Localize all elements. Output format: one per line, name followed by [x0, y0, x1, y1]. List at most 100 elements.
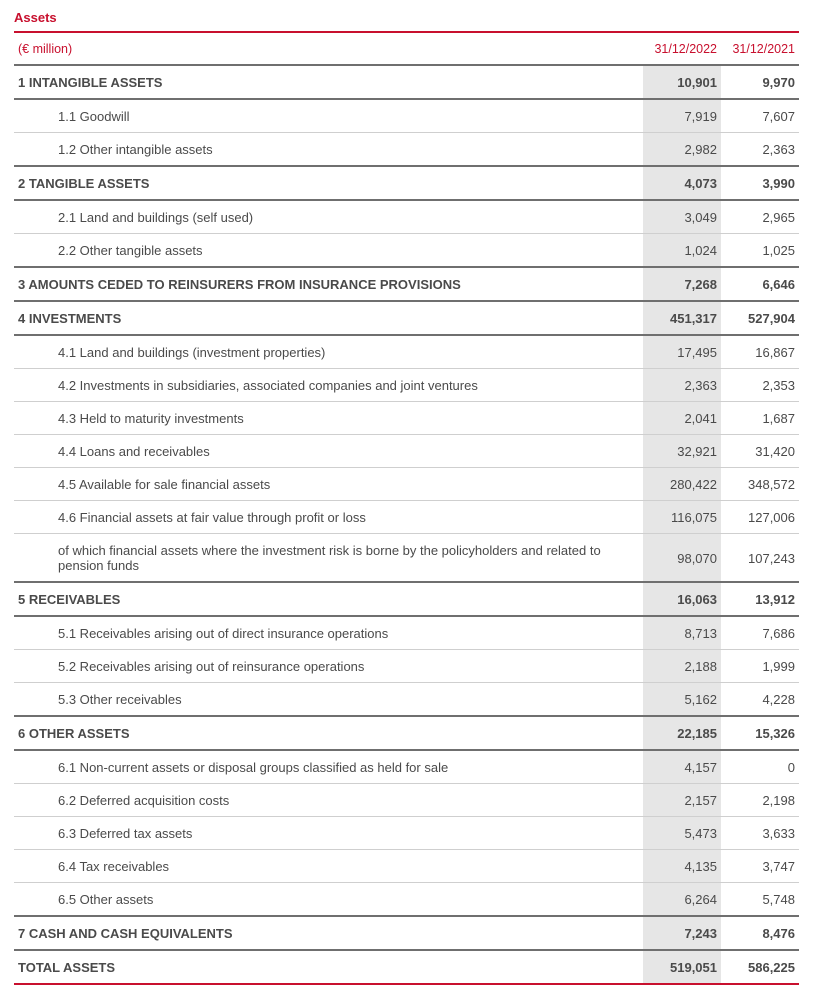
row-value-2022: 22,185: [643, 716, 721, 750]
column-header-col2: 31/12/2021: [721, 32, 799, 65]
row-value-2021: 9,970: [721, 65, 799, 99]
row-label: 4.4 Loans and receivables: [14, 435, 643, 468]
row-value-2022: 2,157: [643, 784, 721, 817]
row-label: 6.1 Non-current assets or disposal group…: [14, 750, 643, 784]
table-row: 5.3 Other receivables5,1624,228: [14, 683, 799, 717]
row-value-2021: 2,353: [721, 369, 799, 402]
row-label: 6.5 Other assets: [14, 883, 643, 917]
row-label: 4.6 Financial assets at fair value throu…: [14, 501, 643, 534]
table-row-section: 1 INTANGIBLE ASSETS10,9019,970: [14, 65, 799, 99]
table-row: 5.2 Receivables arising out of reinsuran…: [14, 650, 799, 683]
table-row: 6.2 Deferred acquisition costs2,1572,198: [14, 784, 799, 817]
table-row: 4.5 Available for sale financial assets2…: [14, 468, 799, 501]
table-row: 4.6 Financial assets at fair value throu…: [14, 501, 799, 534]
row-label: TOTAL ASSETS: [14, 950, 643, 984]
table-row-section: 6 OTHER ASSETS22,18515,326: [14, 716, 799, 750]
table-row: 6.4 Tax receivables4,1353,747: [14, 850, 799, 883]
row-value-2022: 3,049: [643, 200, 721, 234]
row-value-2021: 1,025: [721, 234, 799, 268]
table-row-section: 4 INVESTMENTS451,317527,904: [14, 301, 799, 335]
row-value-2021: 2,198: [721, 784, 799, 817]
row-value-2022: 4,073: [643, 166, 721, 200]
table-row: of which financial assets where the inve…: [14, 534, 799, 583]
row-label: 1 INTANGIBLE ASSETS: [14, 65, 643, 99]
row-value-2022: 1,024: [643, 234, 721, 268]
row-value-2022: 519,051: [643, 950, 721, 984]
row-value-2021: 4,228: [721, 683, 799, 717]
row-value-2021: 15,326: [721, 716, 799, 750]
row-label: 5.2 Receivables arising out of reinsuran…: [14, 650, 643, 683]
row-value-2022: 2,982: [643, 133, 721, 167]
row-label: 2.1 Land and buildings (self used): [14, 200, 643, 234]
row-value-2021: 7,686: [721, 616, 799, 650]
row-label: 4 INVESTMENTS: [14, 301, 643, 335]
row-label: 2.2 Other tangible assets: [14, 234, 643, 268]
row-value-2022: 5,162: [643, 683, 721, 717]
row-label: 6.2 Deferred acquisition costs: [14, 784, 643, 817]
row-label: 4.1 Land and buildings (investment prope…: [14, 335, 643, 369]
row-label: 4.3 Held to maturity investments: [14, 402, 643, 435]
assets-table: (€ million)31/12/202231/12/20211 INTANGI…: [14, 31, 799, 985]
row-value-2022: 2,363: [643, 369, 721, 402]
row-label: 5 RECEIVABLES: [14, 582, 643, 616]
table-row: 6.3 Deferred tax assets5,4733,633: [14, 817, 799, 850]
row-value-2021: 348,572: [721, 468, 799, 501]
row-value-2022: 16,063: [643, 582, 721, 616]
row-value-2021: 6,646: [721, 267, 799, 301]
row-label: 1.1 Goodwill: [14, 99, 643, 133]
table-row: 2.1 Land and buildings (self used)3,0492…: [14, 200, 799, 234]
column-header-col1: 31/12/2022: [643, 32, 721, 65]
table-row: 6.5 Other assets6,2645,748: [14, 883, 799, 917]
table-row-section: 2 TANGIBLE ASSETS4,0733,990: [14, 166, 799, 200]
row-label: 4.5 Available for sale financial assets: [14, 468, 643, 501]
row-value-2021: 3,747: [721, 850, 799, 883]
row-value-2022: 32,921: [643, 435, 721, 468]
row-value-2022: 451,317: [643, 301, 721, 335]
table-row: 6.1 Non-current assets or disposal group…: [14, 750, 799, 784]
row-label: 4.2 Investments in subsidiaries, associa…: [14, 369, 643, 402]
row-value-2022: 8,713: [643, 616, 721, 650]
table-row: 1.1 Goodwill7,9197,607: [14, 99, 799, 133]
row-value-2021: 2,965: [721, 200, 799, 234]
row-label: of which financial assets where the inve…: [14, 534, 643, 583]
row-value-2022: 116,075: [643, 501, 721, 534]
row-value-2021: 107,243: [721, 534, 799, 583]
table-row: 4.1 Land and buildings (investment prope…: [14, 335, 799, 369]
row-label: 6.4 Tax receivables: [14, 850, 643, 883]
row-label: 5.3 Other receivables: [14, 683, 643, 717]
row-value-2021: 31,420: [721, 435, 799, 468]
table-row-section: 7 CASH AND CASH EQUIVALENTS7,2438,476: [14, 916, 799, 950]
row-value-2021: 7,607: [721, 99, 799, 133]
row-value-2021: 127,006: [721, 501, 799, 534]
row-label: 2 TANGIBLE ASSETS: [14, 166, 643, 200]
section-title: Assets: [14, 10, 799, 25]
row-value-2022: 17,495: [643, 335, 721, 369]
row-value-2022: 7,268: [643, 267, 721, 301]
row-value-2021: 16,867: [721, 335, 799, 369]
row-value-2022: 4,157: [643, 750, 721, 784]
row-value-2021: 0: [721, 750, 799, 784]
table-row-section: 5 RECEIVABLES16,06313,912: [14, 582, 799, 616]
row-value-2021: 8,476: [721, 916, 799, 950]
row-value-2022: 2,041: [643, 402, 721, 435]
row-value-2022: 4,135: [643, 850, 721, 883]
row-value-2022: 98,070: [643, 534, 721, 583]
table-row-total: TOTAL ASSETS519,051586,225: [14, 950, 799, 984]
column-header-label: (€ million): [14, 32, 643, 65]
row-label: 3 AMOUNTS CEDED TO REINSURERS FROM INSUR…: [14, 267, 643, 301]
row-value-2022: 6,264: [643, 883, 721, 917]
row-label: 1.2 Other intangible assets: [14, 133, 643, 167]
row-label: 6 OTHER ASSETS: [14, 716, 643, 750]
row-label: 6.3 Deferred tax assets: [14, 817, 643, 850]
row-value-2021: 5,748: [721, 883, 799, 917]
row-value-2022: 5,473: [643, 817, 721, 850]
row-value-2021: 2,363: [721, 133, 799, 167]
row-value-2021: 527,904: [721, 301, 799, 335]
row-value-2022: 280,422: [643, 468, 721, 501]
table-row: 2.2 Other tangible assets1,0241,025: [14, 234, 799, 268]
row-value-2021: 1,687: [721, 402, 799, 435]
row-value-2021: 586,225: [721, 950, 799, 984]
row-label: 5.1 Receivables arising out of direct in…: [14, 616, 643, 650]
table-row: 4.4 Loans and receivables32,92131,420: [14, 435, 799, 468]
row-value-2022: 7,243: [643, 916, 721, 950]
